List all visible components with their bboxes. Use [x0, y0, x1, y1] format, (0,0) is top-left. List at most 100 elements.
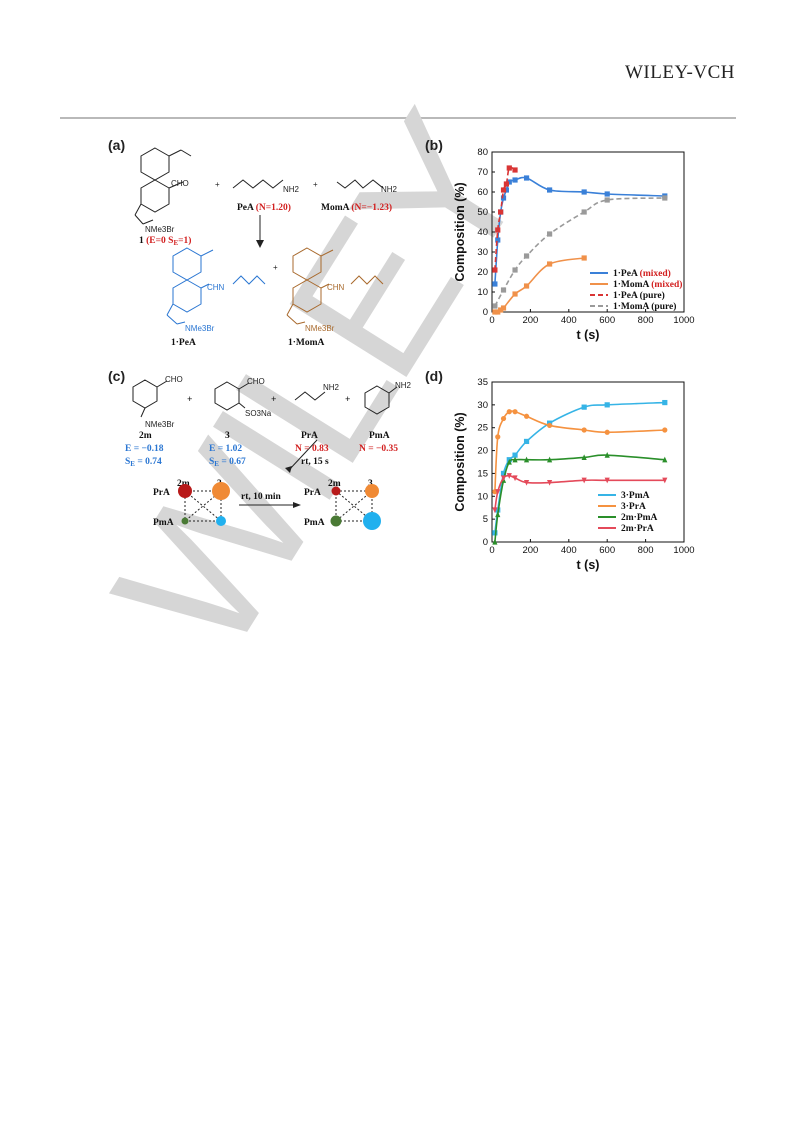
data-point: [512, 291, 518, 297]
series-line: [494, 474, 665, 511]
data-point: [547, 479, 553, 486]
plus-c2: +: [271, 395, 276, 405]
series-4: [492, 473, 668, 514]
data-point: [523, 438, 530, 445]
legend: 1·PeA (mixed)1·MomA (mixed)1·PeA (pure)1…: [590, 268, 682, 312]
y-tick-label: 20: [477, 267, 488, 278]
y-tick-label: 5: [483, 514, 488, 525]
data-point: [604, 191, 610, 197]
data-point: [523, 479, 530, 486]
grid2-2m-pma: [330, 515, 342, 527]
y-tick-label: 15: [477, 468, 488, 479]
grid2-col-3: 3: [368, 479, 373, 489]
data-point: [512, 267, 518, 273]
x-tick-label: 0: [489, 545, 494, 556]
data-point: [547, 187, 553, 193]
chain-pra: [294, 391, 326, 401]
chart-b: 0 200 400 600 800 1000 0 10 20 30 40 50 60 70 80 t (s) C…: [453, 147, 695, 342]
data-point: [512, 452, 518, 458]
plus-c1: +: [187, 395, 192, 405]
legend-label: 3·PrA: [621, 502, 646, 512]
data-point: [581, 209, 587, 215]
grid1-col-2m: 2m: [177, 479, 190, 489]
series-line: [494, 454, 665, 543]
panel-label-a: (a): [108, 137, 126, 153]
series-2: [492, 409, 668, 495]
data-point: [503, 181, 509, 187]
data-point: [506, 179, 512, 185]
data-point: [523, 175, 530, 181]
scheme-a: CHO NMe3Br + + NH2 NH2 1 (E=0 SE=1) PeA …: [134, 147, 398, 348]
data-point: [500, 195, 507, 201]
data-point: [581, 477, 587, 484]
panel-label-c: (c): [108, 368, 126, 384]
data-point: [503, 187, 509, 193]
x-tick-label: 800: [638, 545, 654, 556]
data-point: [492, 267, 498, 273]
plus-2: +: [313, 180, 318, 189]
data-point: [581, 189, 587, 195]
y-tick-label: 20: [477, 446, 488, 457]
y-tick-label: 25: [477, 423, 488, 434]
reagent-2m-se: SE = 0.74: [125, 457, 162, 468]
data-point: [581, 427, 587, 433]
nh2-pra: NH2: [323, 383, 340, 392]
ring-1-bottom: [140, 179, 170, 213]
series-4: [492, 195, 668, 309]
grid1-3-pra: [212, 482, 230, 500]
panel-label-b: (b): [425, 137, 443, 153]
y-tick-label: 0: [483, 307, 488, 318]
data-point: [495, 434, 501, 440]
data-point: [604, 477, 610, 484]
x-tick-label: 800: [638, 315, 654, 326]
y-tick-label: 30: [477, 247, 488, 258]
nh2-pea: NH2: [283, 185, 300, 194]
data-point: [523, 283, 530, 289]
data-point: [547, 422, 553, 429]
reagent-pra-n: N = 0.83: [295, 444, 329, 454]
y-axis-title: Composition (%): [453, 412, 467, 511]
data-point: [547, 456, 553, 463]
data-point: [512, 409, 518, 415]
x-tick-label: 600: [599, 315, 615, 326]
data-point: [662, 195, 668, 201]
so3na-3: SO3Na: [245, 409, 272, 418]
legend-label: 1·PeA (mixed): [613, 268, 671, 279]
data-point: [506, 409, 512, 415]
y-tick-label: 80: [477, 147, 488, 158]
product-moma-label: 1·MomA: [288, 338, 325, 348]
series-line: [494, 257, 585, 313]
reagent-3-se: SE = 0.67: [209, 457, 246, 468]
data-point: [495, 237, 501, 243]
data-point: [662, 427, 668, 433]
y-tick-label: 60: [477, 187, 488, 198]
y-tick-label: 40: [477, 227, 488, 238]
legend-label: 2m·PrA: [621, 524, 654, 534]
grid2-2m-pra: [331, 486, 341, 496]
data-point: [662, 477, 668, 484]
x-tick-label: 1000: [673, 315, 694, 326]
nme3br-moma: NMe3Br: [305, 324, 335, 333]
x-axis-title: t (s): [577, 328, 600, 342]
plot-frame: [491, 381, 685, 543]
plus-3: +: [273, 263, 278, 272]
data-point: [500, 475, 507, 482]
plus-1: +: [215, 180, 220, 189]
data-point: [506, 165, 512, 171]
reagent-3-name: 3: [225, 431, 230, 441]
ring-2m: [132, 379, 158, 409]
data-point: [492, 507, 498, 514]
x-tick-label: 200: [522, 315, 538, 326]
arrow2-label: rt, 10 min: [241, 492, 282, 502]
data-point: [604, 402, 610, 408]
x-tick-label: 1000: [673, 545, 694, 556]
panel-label-d: (d): [425, 368, 443, 384]
series-3: [492, 165, 518, 273]
arrow1-label: rt, 15 s: [301, 457, 329, 467]
data-point: [492, 538, 498, 545]
data-point: [581, 404, 587, 410]
y-tick-label: 10: [477, 491, 488, 502]
cho-3: CHO: [247, 377, 265, 386]
data-point: [523, 253, 530, 259]
scheme-c: CHO NMe3Br CHO SO3Na NH2 NH2 + + + 2m E …: [125, 375, 412, 530]
